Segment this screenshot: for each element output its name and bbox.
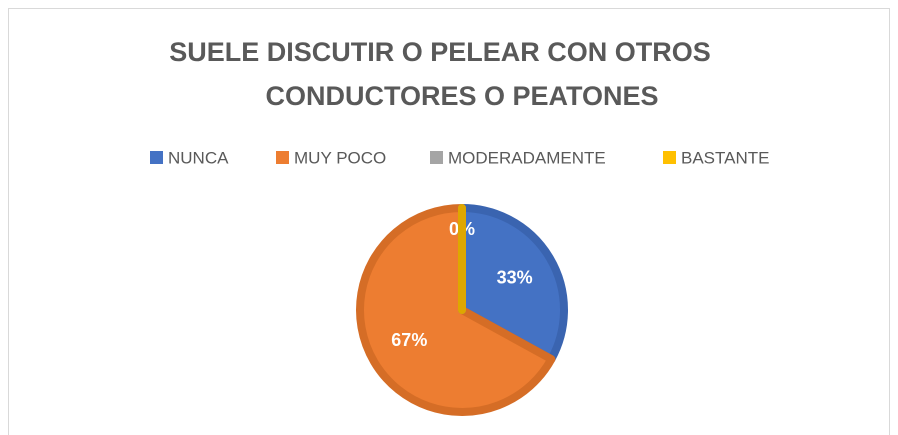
data-label: 67% [391, 330, 427, 350]
chart-frame [8, 8, 890, 435]
legend-label: NUNCA [168, 148, 229, 167]
legend-swatch [663, 151, 676, 164]
legend-swatch [276, 151, 289, 164]
chart-title: SUELE DISCUTIR O PELEAR CON OTROS [169, 37, 711, 67]
legend-label: MUY POCO [294, 148, 386, 167]
data-label: 33% [497, 268, 533, 288]
legend-label: BASTANTE [681, 148, 769, 167]
legend-label: MODERADAMENTE [448, 148, 606, 167]
legend-swatch [430, 151, 443, 164]
pie-slice [356, 204, 556, 416]
chart-title: CONDUCTORES O PEATONES [265, 81, 658, 111]
legend-swatch [150, 151, 163, 164]
